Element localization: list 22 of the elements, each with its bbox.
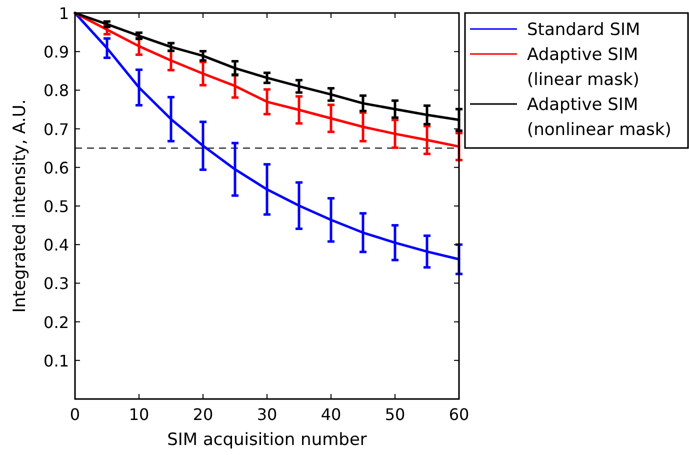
legend-label: Standard SIM [527, 20, 640, 40]
x-tick-label: 60 [448, 405, 470, 424]
x-tick-label: 30 [256, 405, 278, 424]
y-tick-label: 0.6 [44, 158, 69, 178]
y-tick-label: 0.5 [44, 197, 69, 216]
y-tick-label: 0.4 [44, 236, 69, 255]
y-tick-label: 0.3 [44, 274, 69, 294]
x-axis-title: SIM acquisition number [167, 430, 367, 450]
y-tick-label: 0.1 [44, 351, 69, 370]
y-tick-label: 0.9 [44, 42, 69, 62]
legend-label: Adaptive SIM (linear mask) [527, 45, 640, 90]
y-axis-title: Integrated intensity, A.U. [10, 99, 30, 313]
y-tick-label: 0.7 [44, 120, 69, 139]
x-tick-label: 10 [128, 405, 150, 424]
y-tick-label: 0.2 [44, 312, 69, 332]
x-tick-label: 40 [320, 405, 342, 424]
y-tick-label: 1 [58, 4, 69, 23]
legend-label: Adaptive SIM (nonlinear mask) [527, 95, 672, 140]
y-tick-label: 0.8 [44, 81, 69, 100]
x-tick-label: 0 [70, 405, 80, 424]
x-tick-label: 50 [384, 405, 406, 424]
x-tick-label: 20 [192, 405, 214, 424]
